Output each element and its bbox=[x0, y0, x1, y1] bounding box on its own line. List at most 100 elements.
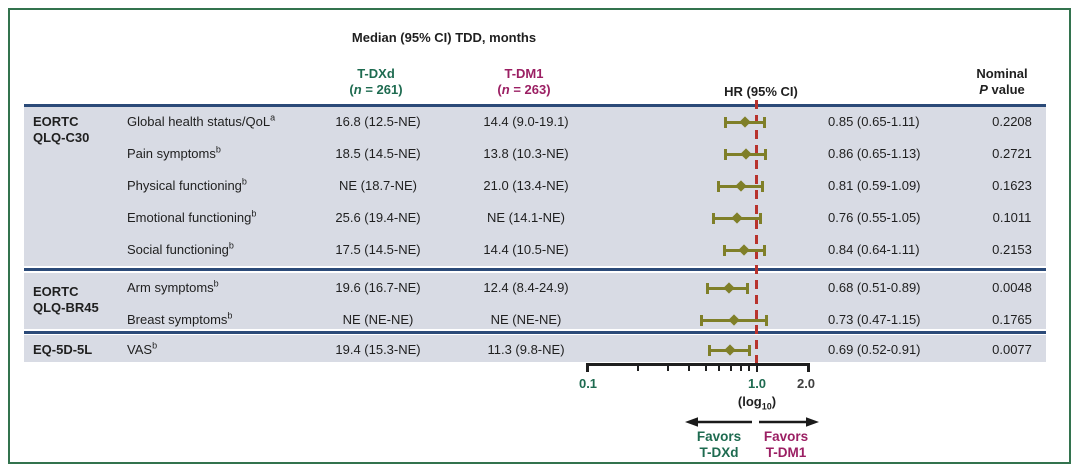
ci-cap-high bbox=[761, 180, 765, 192]
p-value: 0.2153 bbox=[992, 242, 1032, 257]
hr-point-marker bbox=[739, 116, 751, 128]
tdm1-median-value: 12.4 (8.4-24.9) bbox=[483, 280, 569, 295]
hr-ci-value: 0.76 (0.55-1.05) bbox=[828, 210, 921, 225]
tdxd-median-value: 19.6 (16.7-NE) bbox=[335, 280, 421, 295]
axis-minor-tick bbox=[748, 366, 751, 371]
group-name: EQ-5D-5L bbox=[33, 342, 93, 357]
footnote-marker-b: b bbox=[228, 240, 234, 251]
x-tick-label-1-0: 1.0 bbox=[747, 376, 767, 391]
row-label: Social functioningb bbox=[127, 240, 234, 257]
axis-minor-tick bbox=[637, 366, 640, 371]
hr-point-marker bbox=[731, 212, 743, 224]
col-header-tdm1-n: (n = 263) bbox=[497, 82, 550, 98]
tdxd-median-value: 25.6 (19.4-NE) bbox=[335, 210, 421, 225]
axis-minor-tick bbox=[688, 366, 691, 371]
hr-ci-value: 0.86 (0.65-1.13) bbox=[828, 146, 921, 161]
p-header-line2: P value bbox=[976, 82, 1027, 98]
footnote-marker-b: b bbox=[251, 208, 257, 219]
log-note-pre: (log bbox=[737, 394, 762, 409]
tdm1-median-value: 13.8 (10.3-NE) bbox=[483, 146, 569, 161]
n-count: = 261) bbox=[361, 82, 403, 97]
footnote-marker-b: b bbox=[213, 278, 219, 289]
favors-word: Favors bbox=[696, 429, 742, 444]
p-value: 0.0048 bbox=[992, 280, 1032, 295]
ci-cap-low bbox=[711, 212, 715, 224]
tdm1-median-value: NE (14.1-NE) bbox=[486, 210, 566, 225]
ci-cap-low bbox=[707, 344, 711, 356]
hr-point-marker bbox=[723, 344, 736, 356]
row-label: Breast symptomsb bbox=[127, 310, 233, 327]
p-value: 0.1765 bbox=[992, 312, 1032, 327]
tdm1-median-value: NE (NE-NE) bbox=[490, 312, 562, 327]
ci-cap-low bbox=[706, 282, 710, 294]
p-value: 0.1011 bbox=[992, 210, 1032, 225]
favors-tdm1-label: Favors T-DM1 bbox=[764, 429, 808, 461]
x-axis-line bbox=[586, 363, 809, 366]
figure-title: Median (95% CI) TDD, months bbox=[351, 30, 537, 45]
p-value: 0.2721 bbox=[992, 146, 1032, 161]
col-header-tdm1: T-DM1 (n = 263) bbox=[497, 66, 550, 98]
footnote-marker-a: a bbox=[270, 112, 276, 123]
group-name: EORTC bbox=[33, 114, 79, 129]
x-tick-label-2-0: 2.0 bbox=[796, 376, 816, 391]
x-axis-endcap-left bbox=[586, 363, 589, 372]
ci-cap-high bbox=[765, 314, 769, 326]
log-note-post: ) bbox=[771, 394, 777, 409]
right-arrow-icon bbox=[759, 417, 819, 427]
figure-frame bbox=[8, 8, 1071, 464]
hr-ci-value: 0.69 (0.52-0.91) bbox=[828, 342, 921, 357]
tdxd-median-value: NE (NE-NE) bbox=[342, 312, 414, 327]
row-label: Physical functioningb bbox=[127, 176, 247, 193]
p-value: 0.0077 bbox=[992, 342, 1032, 357]
tdm1-median-value: 21.0 (13.4-NE) bbox=[483, 178, 569, 193]
n-count: = 263) bbox=[509, 82, 551, 97]
tdxd-median-value: 17.5 (14.5-NE) bbox=[335, 242, 421, 257]
axis-minor-tick bbox=[704, 366, 707, 371]
group-name: QLQ-BR45 bbox=[33, 300, 99, 315]
footnote-marker-b: b bbox=[227, 310, 233, 321]
group-band-qlq-c30 bbox=[24, 107, 1046, 266]
paren: ( bbox=[349, 82, 354, 97]
separator-line-mid1 bbox=[24, 268, 1046, 271]
group-band-eq5d5l bbox=[24, 335, 1046, 362]
n-symbol: n bbox=[501, 82, 510, 97]
group-name: QLQ-C30 bbox=[33, 130, 90, 145]
ci-cap-high bbox=[748, 344, 752, 356]
ci-cap-low bbox=[724, 148, 728, 160]
p-symbol: P bbox=[979, 82, 988, 97]
hr-point-marker bbox=[728, 314, 740, 326]
axis-minor-tick bbox=[718, 366, 721, 371]
footnote-marker-b: b bbox=[215, 144, 221, 155]
axis-minor-tick bbox=[729, 366, 732, 371]
tdxd-median-value: 19.4 (15.3-NE) bbox=[335, 342, 421, 357]
ci-cap-high bbox=[762, 116, 766, 128]
ci-cap-low bbox=[717, 180, 721, 192]
axis-minor-tick bbox=[667, 366, 670, 371]
separator-line-mid2 bbox=[24, 331, 1046, 334]
row-label: Emotional functioningb bbox=[127, 208, 257, 225]
col-header-tdxd-name: T-DXd bbox=[357, 66, 395, 81]
hr-ci-value: 0.68 (0.51-0.89) bbox=[828, 280, 921, 295]
p-rest: value bbox=[987, 82, 1025, 97]
row-label: Arm symptomsb bbox=[127, 278, 219, 295]
col-header-hr: HR (95% CI) bbox=[724, 84, 798, 99]
footnote-marker-b: b bbox=[241, 176, 247, 187]
paren: ( bbox=[497, 82, 502, 97]
favors-arm: T-DM1 bbox=[765, 445, 807, 460]
hr-point-marker bbox=[738, 244, 750, 256]
x-tick-label-0-1: 0.1 bbox=[578, 376, 598, 391]
favors-tdxd-label: Favors T-DXd bbox=[697, 429, 741, 461]
hr-ci-value: 0.81 (0.59-1.09) bbox=[828, 178, 921, 193]
ci-cap-low bbox=[723, 244, 727, 256]
row-label: Global health status/QoLa bbox=[127, 112, 276, 129]
row-label: Pain symptomsb bbox=[127, 144, 221, 161]
log-note-sub: 10 bbox=[761, 401, 772, 412]
col-header-tdxd: T-DXd (n = 261) bbox=[349, 66, 402, 98]
favors-word: Favors bbox=[763, 429, 809, 444]
row-label: VASb bbox=[127, 340, 158, 357]
favors-arrows bbox=[685, 417, 819, 427]
p-value: 0.2208 bbox=[992, 114, 1032, 129]
x-axis-scale-note: (log10) bbox=[738, 394, 776, 415]
tdxd-median-value: 18.5 (14.5-NE) bbox=[335, 146, 421, 161]
